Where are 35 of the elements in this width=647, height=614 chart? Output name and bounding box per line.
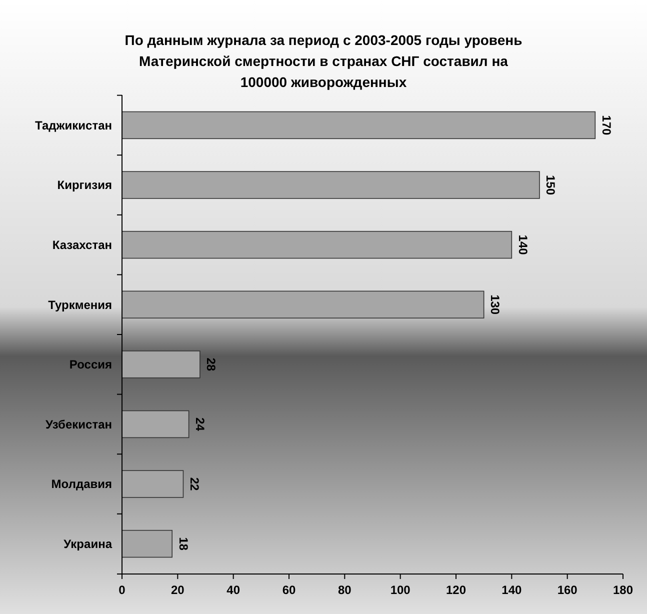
data-label: 130	[488, 294, 502, 315]
y-tick-label: Казахстан	[52, 238, 112, 252]
y-tick-label: Узбекистан	[46, 417, 112, 432]
x-tick-label: 60	[282, 583, 296, 597]
x-tick-label: 140	[502, 583, 522, 597]
x-tick-label: 120	[446, 583, 466, 597]
x-tick-label: 40	[226, 583, 240, 597]
bar	[122, 111, 596, 140]
y-tick-label: Таджикистан	[34, 118, 112, 132]
x-tick-label: 0	[118, 583, 126, 597]
bar	[122, 171, 540, 199]
x-tick-label: 80	[338, 583, 352, 597]
data-label: 24	[193, 418, 207, 432]
x-tick-label: 20	[170, 583, 185, 597]
bar	[122, 230, 512, 259]
chart-title: По данным журнала за период с 2003-2005 годы уровень Материнской смертности в странах СНГ составил на 100000 живорожденных	[124, 32, 523, 90]
x-tick-label: 160	[557, 583, 578, 597]
y-tick-label: Молдавия	[51, 477, 112, 492]
bar	[122, 530, 172, 558]
y-tick-label: Украина	[64, 537, 112, 551]
bar	[122, 470, 184, 498]
data-label: 28	[204, 358, 218, 372]
x-tick-label: 100	[390, 583, 411, 597]
data-label: 150	[544, 174, 558, 196]
data-label: 22	[187, 477, 202, 491]
data-label: 140	[516, 234, 530, 256]
y-tick-label: Киргизия	[57, 178, 112, 192]
bar	[122, 290, 484, 318]
x-tick-label: 180	[612, 583, 634, 597]
y-tick-label: Россия	[69, 358, 112, 372]
data-label: 170	[599, 115, 614, 136]
data-label: 18	[176, 537, 190, 551]
bar	[122, 410, 190, 438]
bar	[122, 350, 200, 378]
y-tick-label: Туркмения	[48, 298, 112, 312]
